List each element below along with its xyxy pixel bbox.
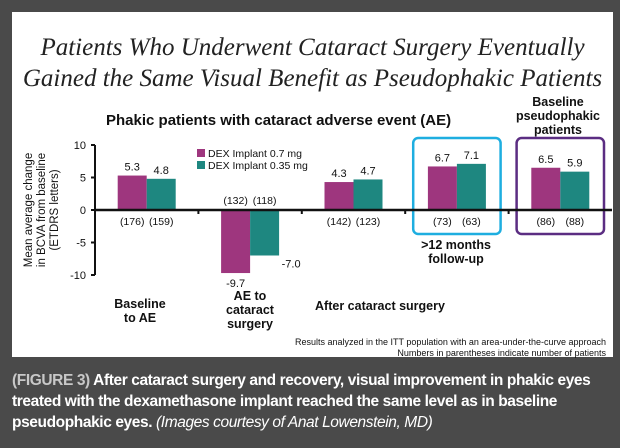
legend-label: DEX Implant 0.35 mg [208, 160, 308, 172]
category-label-line: cataract [226, 303, 275, 317]
bar-dex-0-35mg [146, 178, 176, 210]
n-label: (73) [433, 216, 452, 228]
category-label-line: pseudophakic [516, 109, 600, 123]
n-label: (132) [223, 195, 248, 207]
n-label: (88) [565, 216, 584, 228]
n-label: (159) [149, 216, 174, 228]
y-axis-label-line: (ETDRS letters) [49, 169, 61, 250]
category-label: >12 months follow-up [421, 238, 491, 266]
y-axis-label-line: Mean average change [23, 153, 35, 267]
figure-panel: Patients Who Underwent Cataract Surgery … [12, 12, 613, 357]
data-label: -7.0 [282, 259, 301, 271]
n-label: (118) [253, 195, 277, 207]
caption-credit: (Images courtesy of Anat Lowenstein, MD) [156, 414, 433, 431]
y-tick-label: 0 [80, 205, 86, 217]
highlight-box [411, 136, 502, 236]
n-label: (63) [462, 216, 481, 228]
y-axis-label: Mean average changein BCVA from baseline… [23, 153, 61, 267]
highlight-box [515, 136, 606, 236]
category-label-line: to AE [124, 311, 156, 325]
bar-dex-0-7mg [531, 167, 561, 210]
figure-caption: (FIGURE 3) After cataract surgery and re… [12, 370, 612, 433]
caption-text: After cataract surgery and recovery, vis… [12, 372, 591, 431]
category-label-line: Baseline [532, 95, 583, 109]
bar-dex-0-7mg [117, 175, 147, 210]
data-label: 4.8 [154, 165, 169, 177]
bar-dex-0-35mg [250, 210, 280, 256]
data-label: 4.7 [360, 165, 375, 177]
bar-dex-0-35mg [560, 171, 590, 210]
title-line-2: Gained the Same Visual Benefit as Pseudo… [22, 65, 603, 92]
category-label-line: patients [534, 123, 582, 137]
category-label-line: >12 months [421, 238, 491, 252]
bar-dex-0-7mg [324, 182, 354, 210]
category-label: Baseline to AE [114, 297, 165, 325]
bar-dex-0-7mg [221, 210, 251, 274]
figure-title: Patients Who Underwent Cataract Surgery … [12, 32, 613, 94]
footnote: Results analyzed in the ITT population w… [295, 337, 606, 347]
data-label: 4.3 [331, 168, 346, 180]
category-label: After cataract surgery [315, 299, 445, 313]
n-label: (123) [356, 216, 381, 228]
y-tick-label: 10 [74, 140, 86, 152]
data-label: 7.1 [464, 150, 479, 162]
y-axis-label-line: in BCVA from baseline [36, 153, 48, 267]
data-label: 5.9 [567, 158, 582, 170]
n-label: (176) [120, 216, 145, 228]
n-label: (86) [536, 216, 555, 228]
category-label-line: After cataract surgery [315, 299, 445, 313]
bar-dex-0-7mg [427, 166, 457, 210]
title-line-1: Patients Who Underwent Cataract Surgery … [40, 34, 585, 61]
footnote: Numbers in parentheses indicate number o… [397, 348, 606, 358]
n-label: (142) [327, 216, 352, 228]
legend-swatch [197, 149, 205, 157]
y-tick-label: -5 [76, 238, 86, 250]
legend-label: DEX Implant 0.7 mg [208, 148, 302, 160]
data-label: -9.7 [226, 278, 245, 290]
bar-dex-0-35mg [353, 179, 383, 210]
bar-dex-0-35mg [456, 163, 486, 210]
caption-label: (FIGURE 3) [12, 372, 90, 389]
data-label: 6.7 [435, 152, 450, 164]
category-label: Baseline pseudophakic patients [516, 95, 600, 137]
data-label: 5.3 [125, 162, 140, 174]
category-label: AE to cataract surgery [226, 289, 275, 331]
category-label-line: surgery [227, 317, 273, 331]
chart-title: Phakic patients with cataract adverse ev… [106, 112, 451, 129]
category-label-line: Baseline [114, 297, 165, 311]
data-label: 6.5 [538, 154, 553, 166]
y-tick-label: 5 [80, 173, 86, 185]
legend-swatch [197, 161, 205, 169]
y-tick-label: -10 [70, 270, 86, 282]
category-label-line: follow-up [428, 252, 484, 266]
bar-chart: Phakic patients with cataract adverse ev… [23, 95, 612, 358]
category-label-line: AE to [234, 289, 267, 303]
